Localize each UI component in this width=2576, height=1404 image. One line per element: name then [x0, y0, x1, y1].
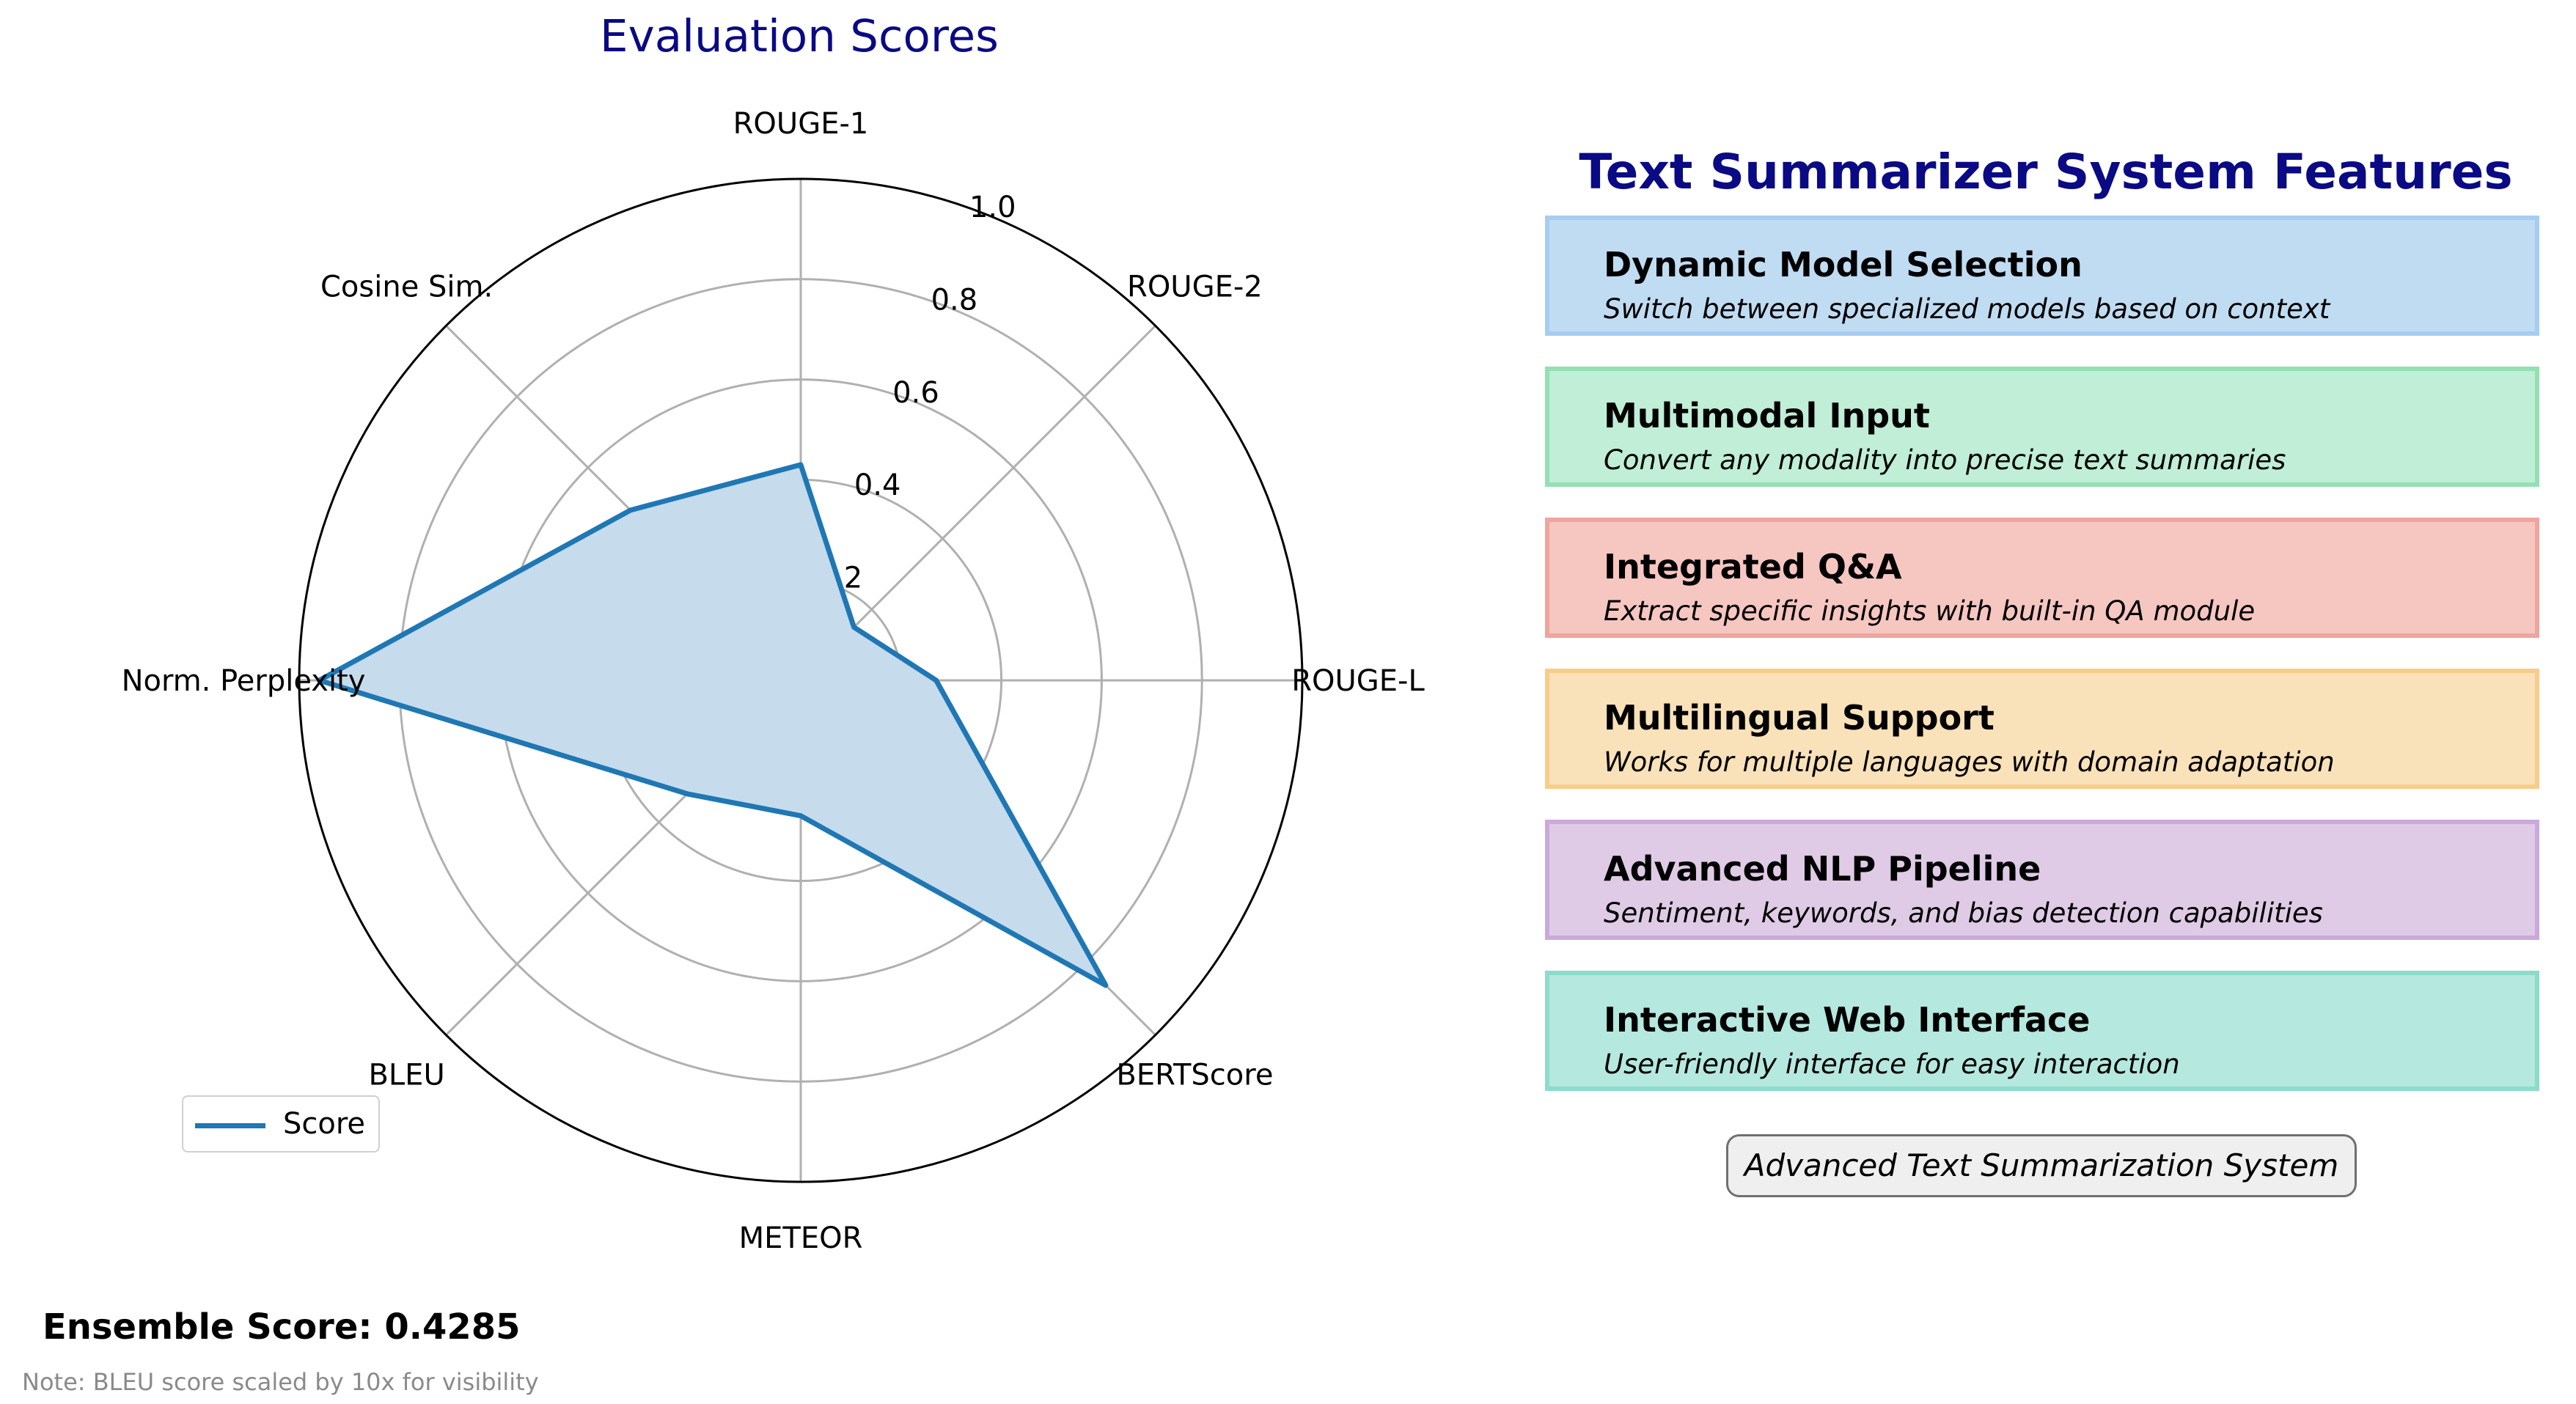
- axis-label-rouge-1: ROUGE-1: [733, 107, 869, 141]
- feature-desc: User-friendly interface for easy interac…: [1604, 1048, 2180, 1080]
- feature-desc: Sentiment, keywords, and bias detection …: [1604, 897, 2323, 929]
- data-point-bertscore: [1103, 982, 1108, 988]
- axis-label-norm-perplexity: Norm. Perplexity: [122, 664, 366, 698]
- feature-card-interactive-web-interface: Interactive Web Interface User-friendly …: [1545, 971, 2539, 1091]
- feature-title: Dynamic Model Selection: [1604, 245, 2083, 284]
- features-title: Text Summarizer System Features: [1579, 144, 2513, 200]
- radial-tick-label: 1.0: [969, 191, 1016, 224]
- feature-card-multilingual-support: Multilingual Support Works for multiple …: [1545, 669, 2539, 789]
- feature-card-integrated-qa: Integrated Q&A Extract specific insights…: [1545, 518, 2539, 638]
- data-point-bleu: [685, 791, 690, 796]
- chart-legend: Score: [182, 1095, 380, 1153]
- feature-title: Advanced NLP Pipeline: [1604, 849, 2041, 889]
- feature-title: Multilingual Support: [1604, 698, 1995, 738]
- feature-desc: Convert any modality into precise text s…: [1604, 444, 2286, 476]
- radial-tick-label: 0.6: [892, 376, 939, 410]
- feature-card-advanced-nlp-pipeline: Advanced NLP Pipeline Sentiment, keyword…: [1545, 820, 2539, 940]
- radar-chart: 0.20.40.60.81.0ROUGE-1ROUGE-2ROUGE-LBERT…: [122, 107, 1425, 1255]
- legend-swatch-score: [195, 1123, 265, 1128]
- axis-label-rouge-l: ROUGE-L: [1291, 664, 1425, 698]
- data-point-rouge-1: [799, 462, 803, 467]
- data-point-meteor: [799, 813, 803, 818]
- series-fill-score: [319, 464, 1106, 985]
- legend-label-score: Score: [283, 1107, 366, 1141]
- feature-desc: Switch between specialized models based …: [1604, 293, 2330, 325]
- feature-title: Interactive Web Interface: [1604, 1000, 2091, 1040]
- data-point-norm-perplexity: [317, 678, 322, 683]
- feature-card-multimodal-input: Multimodal Input Convert any modality in…: [1545, 367, 2539, 487]
- chart-title: Evaluation Scores: [600, 10, 999, 62]
- axis-label-meteor: METEOR: [739, 1221, 863, 1255]
- spoke-gridline: [799, 325, 1156, 682]
- feature-desc: Extract specific insights with built-in …: [1604, 595, 2256, 627]
- note-text: Note: BLEU score scaled by 10x for visib…: [22, 1368, 539, 1396]
- system-label: Advanced Text Summarization System: [1726, 1134, 2357, 1197]
- axis-label-cosine-sim-: Cosine Sim.: [320, 271, 493, 304]
- radial-tick-label: 0.8: [931, 283, 978, 317]
- radial-tick-label: 0.4: [854, 468, 901, 502]
- feature-desc: Works for multiple languages with domain…: [1604, 746, 2335, 778]
- feature-title: Multimodal Input: [1604, 396, 1930, 435]
- data-point-rouge-l: [933, 678, 939, 683]
- axis-label-bleu: BLEU: [368, 1058, 444, 1092]
- axis-label-rouge-2: ROUGE-2: [1127, 271, 1263, 304]
- data-point-rouge-2: [851, 625, 856, 630]
- polar-frame: [298, 177, 1304, 1183]
- ensemble-score: Ensemble Score: 0.4285: [43, 1306, 521, 1348]
- feature-title: Integrated Q&A: [1604, 547, 1902, 587]
- axis-label-bertscore: BERTScore: [1116, 1058, 1273, 1092]
- feature-card-dynamic-model-selection: Dynamic Model Selection Switch between s…: [1545, 216, 2539, 336]
- data-point-cosine-sim-: [628, 507, 633, 512]
